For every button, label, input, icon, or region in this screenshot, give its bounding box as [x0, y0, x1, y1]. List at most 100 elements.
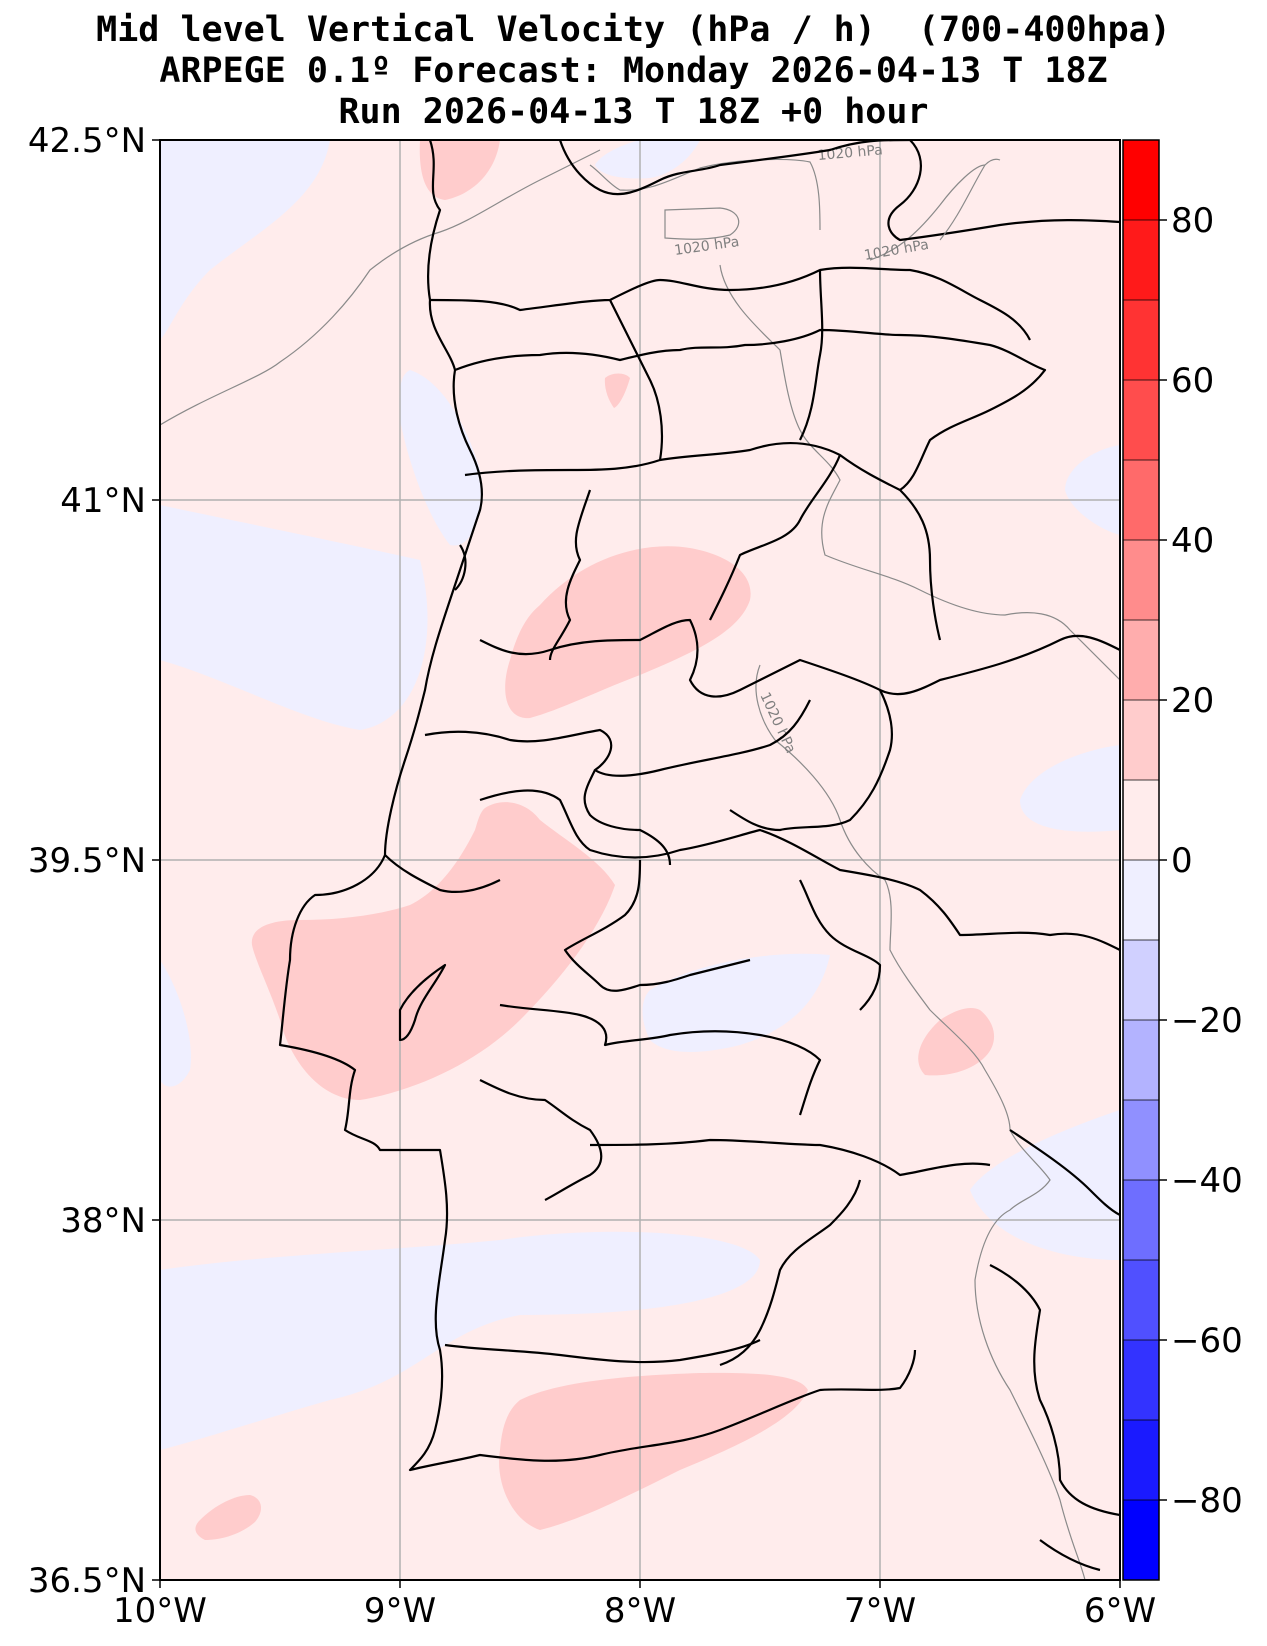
isobar-line: [755, 664, 1086, 1580]
field-patch-positive: [499, 1372, 808, 1530]
coastline-estuary: [454, 544, 467, 591]
colorbar-level: [1123, 860, 1159, 940]
field-patch-negative: [160, 960, 191, 1087]
coastline-estuary: [398, 963, 447, 1042]
isobar-line: [939, 158, 1001, 241]
lon-tick-label: 9°W: [364, 1591, 436, 1631]
field-patch-negative: [1065, 445, 1120, 535]
border-east: [887, 140, 1120, 242]
admin-boundary: [444, 1339, 761, 1364]
title-line-2: ARPEGE 0.1º Forecast: Monday 2026-04-13 …: [159, 51, 1108, 91]
admin-boundary: [589, 1138, 991, 1177]
admin-boundary: [1009, 1129, 1120, 1216]
map-area: 1020 hPa 1020 hPa 1020 hPa 1020 hPa: [160, 140, 1120, 1580]
title-line-1: Mid level Vertical Velocity (hPa / h) (7…: [96, 10, 1171, 50]
colorbar-tick-label: −40: [1171, 1161, 1243, 1201]
lat-tick-label: 38°N: [60, 1201, 146, 1241]
colorbar-level: [1123, 140, 1159, 220]
colorbar-level: [1123, 620, 1159, 700]
field-patch-negative: [160, 140, 330, 340]
coastline: [278, 140, 917, 1472]
colorbar-level: [1123, 1100, 1159, 1180]
colorbar-tick-label: −20: [1171, 1001, 1243, 1041]
admin-boundary: [479, 789, 1120, 951]
field-patch-positive: [419, 140, 500, 200]
velocity-field: [160, 140, 1120, 1540]
isobar-lines: [160, 149, 1120, 1580]
isobar-lines: [939, 158, 1001, 241]
admin-boundary: [499, 1003, 822, 1116]
field-patch-positive: [604, 373, 630, 408]
colorbar-level: [1123, 460, 1159, 540]
admin-boundary: [799, 269, 824, 441]
colorbar-level: [1123, 220, 1159, 300]
colorbar-tick-label: 20: [1171, 681, 1214, 721]
field-patch-negative: [160, 505, 428, 730]
admin-boundary: [563, 859, 751, 992]
field-patch-negative: [595, 140, 700, 179]
admin-boundary: [799, 879, 882, 1011]
colorbar-level: [1123, 540, 1159, 620]
colorbar-tick-label: 40: [1171, 521, 1214, 561]
field-patch-negative: [970, 1110, 1120, 1260]
colorbar-tick-label: −80: [1171, 1481, 1243, 1521]
latitude-axis: 42.5°N 41°N 39.5°N 38°N 36.5°N: [28, 121, 160, 1601]
colorbar-tick-label: −60: [1171, 1321, 1243, 1361]
colorbar-level: [1123, 1420, 1159, 1500]
field-patch-positive: [195, 1495, 262, 1540]
admin-boundary: [429, 266, 1031, 341]
admin-boundary: [464, 442, 942, 641]
admin-boundary: [454, 328, 1047, 491]
colorbar-level: [1123, 700, 1159, 780]
isobar-line: [589, 158, 821, 231]
field-patch-positive: [505, 546, 751, 719]
lat-tick-label: 42.5°N: [28, 121, 146, 161]
colorbar-frame: [1122, 139, 1160, 1581]
field-patch-negative: [160, 1231, 760, 1450]
colorbar-level: [1123, 1020, 1159, 1100]
lat-tick-label: 36.5°N: [28, 1561, 146, 1601]
isobar-line: [719, 264, 1120, 681]
colorbar-level: [1123, 1260, 1159, 1340]
lon-tick-label: 7°W: [844, 1591, 916, 1631]
colorbar-tick-label: 60: [1171, 361, 1214, 401]
lon-tick-label: 10°W: [113, 1591, 207, 1631]
field-patch-negative: [1020, 745, 1120, 832]
admin-boundary: [479, 1079, 603, 1201]
colorbar-tick-label: 0: [1171, 841, 1193, 881]
isobar-line: [664, 207, 740, 240]
admin-boundary: [709, 454, 842, 621]
isobar-line: [160, 149, 601, 426]
field-patch-positive: [918, 1008, 995, 1076]
colorbar-tick-label: 80: [1171, 201, 1214, 241]
admin-boundaries: [278, 140, 1120, 1572]
admin-boundary: [583, 769, 672, 866]
colorbar-level: [1123, 300, 1159, 380]
admin-boundary: [384, 854, 501, 894]
border-north: [558, 140, 911, 196]
longitude-axis: 10°W 9°W 8°W 7°W 6°W: [113, 1580, 1156, 1631]
colorbar-level: [1123, 940, 1159, 1020]
admin-boundary: [989, 1264, 1120, 1517]
field-patch-negative: [399, 370, 481, 546]
colorbar-level: [1123, 1180, 1159, 1260]
admin-boundary: [1039, 1539, 1101, 1572]
admin-boundary: [729, 689, 894, 832]
field-patch-positive: [251, 802, 615, 1100]
isobar-line: [869, 164, 986, 261]
colorbar-level: [1123, 1340, 1159, 1420]
map-title: Mid level Vertical Velocity (hPa / h) (7…: [0, 10, 1267, 133]
colorbar-level: [1123, 780, 1159, 860]
lat-tick-label: 41°N: [60, 481, 146, 521]
colorbar-level: [1123, 1500, 1159, 1580]
admin-boundary: [609, 299, 664, 461]
colorbar: 80 60 40 20 0 −20 −40 −60 −80: [1123, 140, 1243, 1580]
admin-boundary: [479, 618, 1120, 698]
lon-tick-label: 8°W: [604, 1591, 676, 1631]
lon-tick-label: 6°W: [1084, 1591, 1156, 1631]
lat-tick-label: 39.5°N: [28, 841, 146, 881]
colorbar-level: [1123, 380, 1159, 460]
admin-boundary: [548, 489, 592, 661]
title-line-3: Run 2026-04-13 T 18Z +0 hour: [338, 92, 929, 132]
